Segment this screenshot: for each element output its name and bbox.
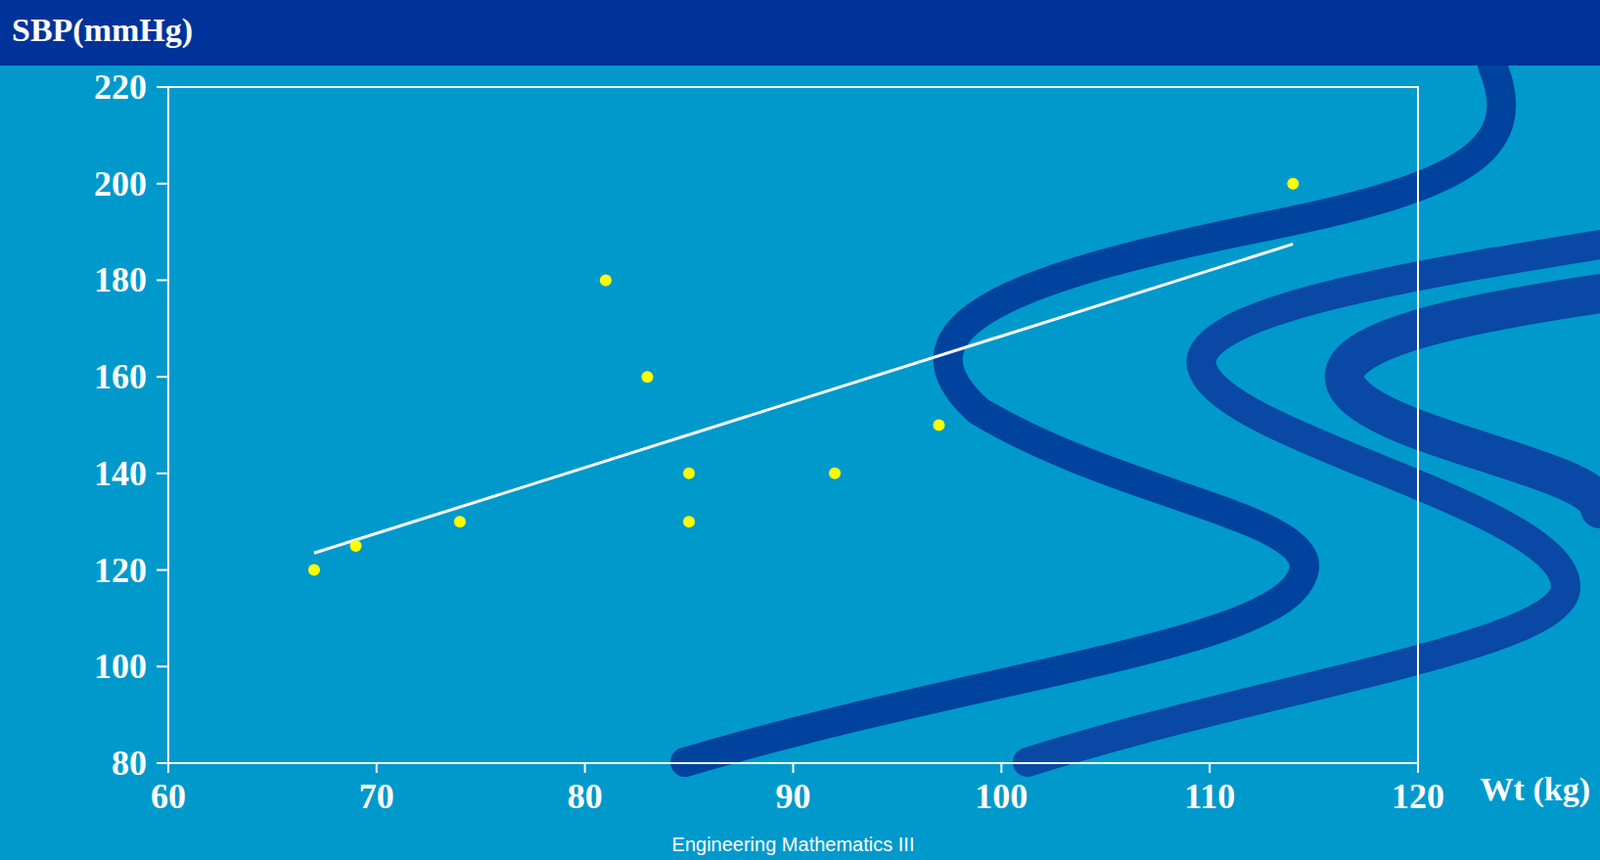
y-tick-label: 140 (93, 454, 147, 494)
y-tick-label: 80 (111, 743, 147, 783)
data-point (308, 564, 320, 577)
x-tick-label: 110 (1184, 777, 1235, 817)
data-point (828, 467, 841, 480)
y-tick (156, 665, 169, 668)
y-axis-title: SBP(mmHg) (11, 11, 193, 49)
x-tick-label: 80 (567, 777, 603, 817)
y-tick (156, 375, 169, 378)
data-point (1286, 178, 1299, 190)
data-point (599, 274, 612, 286)
x-tick (1000, 763, 1003, 774)
y-tick (156, 86, 169, 89)
x-tick (792, 763, 795, 774)
data-point (454, 515, 466, 528)
data-point (641, 370, 654, 383)
data-point (683, 467, 695, 480)
y-tick (156, 472, 169, 475)
axes: 80 100 120 140 160 180 200 220 60 70 80 90 100 110 120 (93, 67, 1445, 817)
x-tick-label: 120 (1391, 777, 1445, 817)
plot-frame (168, 87, 1418, 764)
data-point (932, 419, 945, 432)
decoration (685, 65, 1600, 763)
y-tick-label: 100 (93, 646, 147, 686)
x-tick-label: 100 (974, 777, 1028, 817)
x-tick (584, 763, 587, 774)
x-tick-label: 60 (150, 777, 186, 817)
background (0, 0, 1600, 860)
x-tick (375, 763, 378, 774)
data-point (683, 515, 695, 528)
y-tick (156, 762, 169, 765)
data-point (350, 540, 363, 552)
footer: Engineering Mathematics III (672, 833, 915, 856)
y-tick-label: 120 (93, 550, 147, 591)
y-tick-label: 180 (93, 260, 147, 300)
header-band (0, 0, 1600, 66)
x-tick-label: 70 (359, 777, 395, 817)
y-tick-label: 160 (93, 357, 147, 397)
x-tick (1417, 763, 1419, 774)
y-tick-label: 200 (93, 164, 147, 204)
chart-root: SBP(mmHg) 80 100 120 140 160 180 200 220 60 70 80 90… (0, 0, 1600, 860)
chart-svg: SBP(mmHg) 80 100 120 140 160 180 200 220 60 70 80 90… (0, 0, 1600, 860)
x-tick (167, 763, 170, 774)
y-tick (156, 569, 169, 572)
swoosh (1344, 293, 1600, 509)
y-tick (156, 278, 169, 281)
y-tick-label: 220 (93, 67, 147, 107)
x-axis-title: Wt (kg) (1480, 771, 1591, 809)
swoosh (1027, 244, 1600, 763)
regression-line (314, 243, 1293, 553)
x-tick-label: 90 (776, 777, 812, 817)
x-tick (1208, 763, 1211, 774)
y-tick (156, 182, 169, 185)
marks (308, 178, 1299, 577)
